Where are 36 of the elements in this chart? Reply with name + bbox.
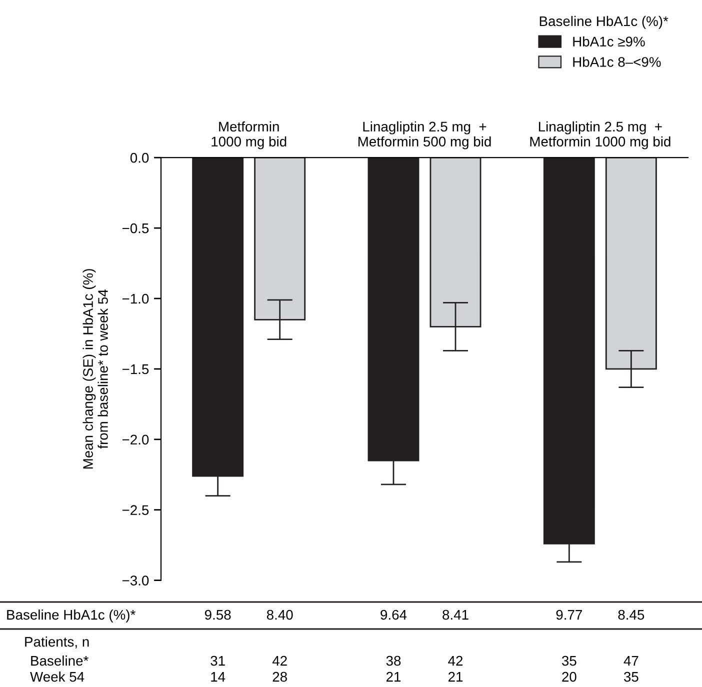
text: 8.41 — [442, 610, 468, 620]
text: 8.40 — [266, 610, 293, 620]
text: Baseline HbA1c (%)* — [7, 610, 136, 622]
x-tick-label: Linagliptin 2.5 mg + Metformin 1000 mg bid — [530, 121, 670, 150]
y-tick-label: −3.0 — [122, 576, 149, 586]
text: Baseline* — [31, 656, 88, 666]
text: 47 — [624, 656, 638, 666]
text: Week 54 — [30, 672, 84, 682]
text: 31 — [210, 656, 225, 666]
y-tick-label: −1.5 — [122, 364, 149, 374]
text: 20 — [562, 672, 576, 682]
text: 14 — [211, 672, 226, 682]
x-tick-label: Metformin 1000 mg bid — [212, 121, 286, 150]
text: 21 — [448, 672, 463, 682]
text: 8.45 — [618, 610, 644, 620]
text: 35 — [624, 672, 638, 682]
legend-label: HbA1c 8–<9% — [573, 56, 661, 67]
legend-title: Baseline HbA1c (%)* — [540, 16, 668, 29]
y-tick-label: −0.5 — [122, 223, 149, 234]
text: 42 — [448, 656, 463, 666]
text: 9.58 — [204, 610, 231, 620]
text: 21 — [386, 672, 401, 682]
text: 9.64 — [380, 610, 407, 620]
text: 38 — [386, 656, 401, 666]
y-tick-label: 0.0 — [130, 152, 149, 163]
y-tick-label: −1.0 — [122, 294, 149, 304]
y-tick-label: −2.0 — [122, 434, 149, 445]
text: 42 — [272, 656, 287, 666]
text: 35 — [562, 656, 576, 666]
text: 9.77 — [556, 610, 582, 620]
y-tick-label: −2.5 — [122, 505, 149, 516]
text: 28 — [272, 672, 287, 682]
x-tick-label: Linagliptin 2.5 mg + Metformin 500 mg bid — [358, 121, 491, 150]
text: Patients, n — [25, 636, 89, 648]
legend-label: HbA1c ≥9% — [573, 36, 645, 47]
y-axis-title: Mean change (SE) in HbA1c (%) from baseline* to week 54 — [82, 269, 108, 469]
